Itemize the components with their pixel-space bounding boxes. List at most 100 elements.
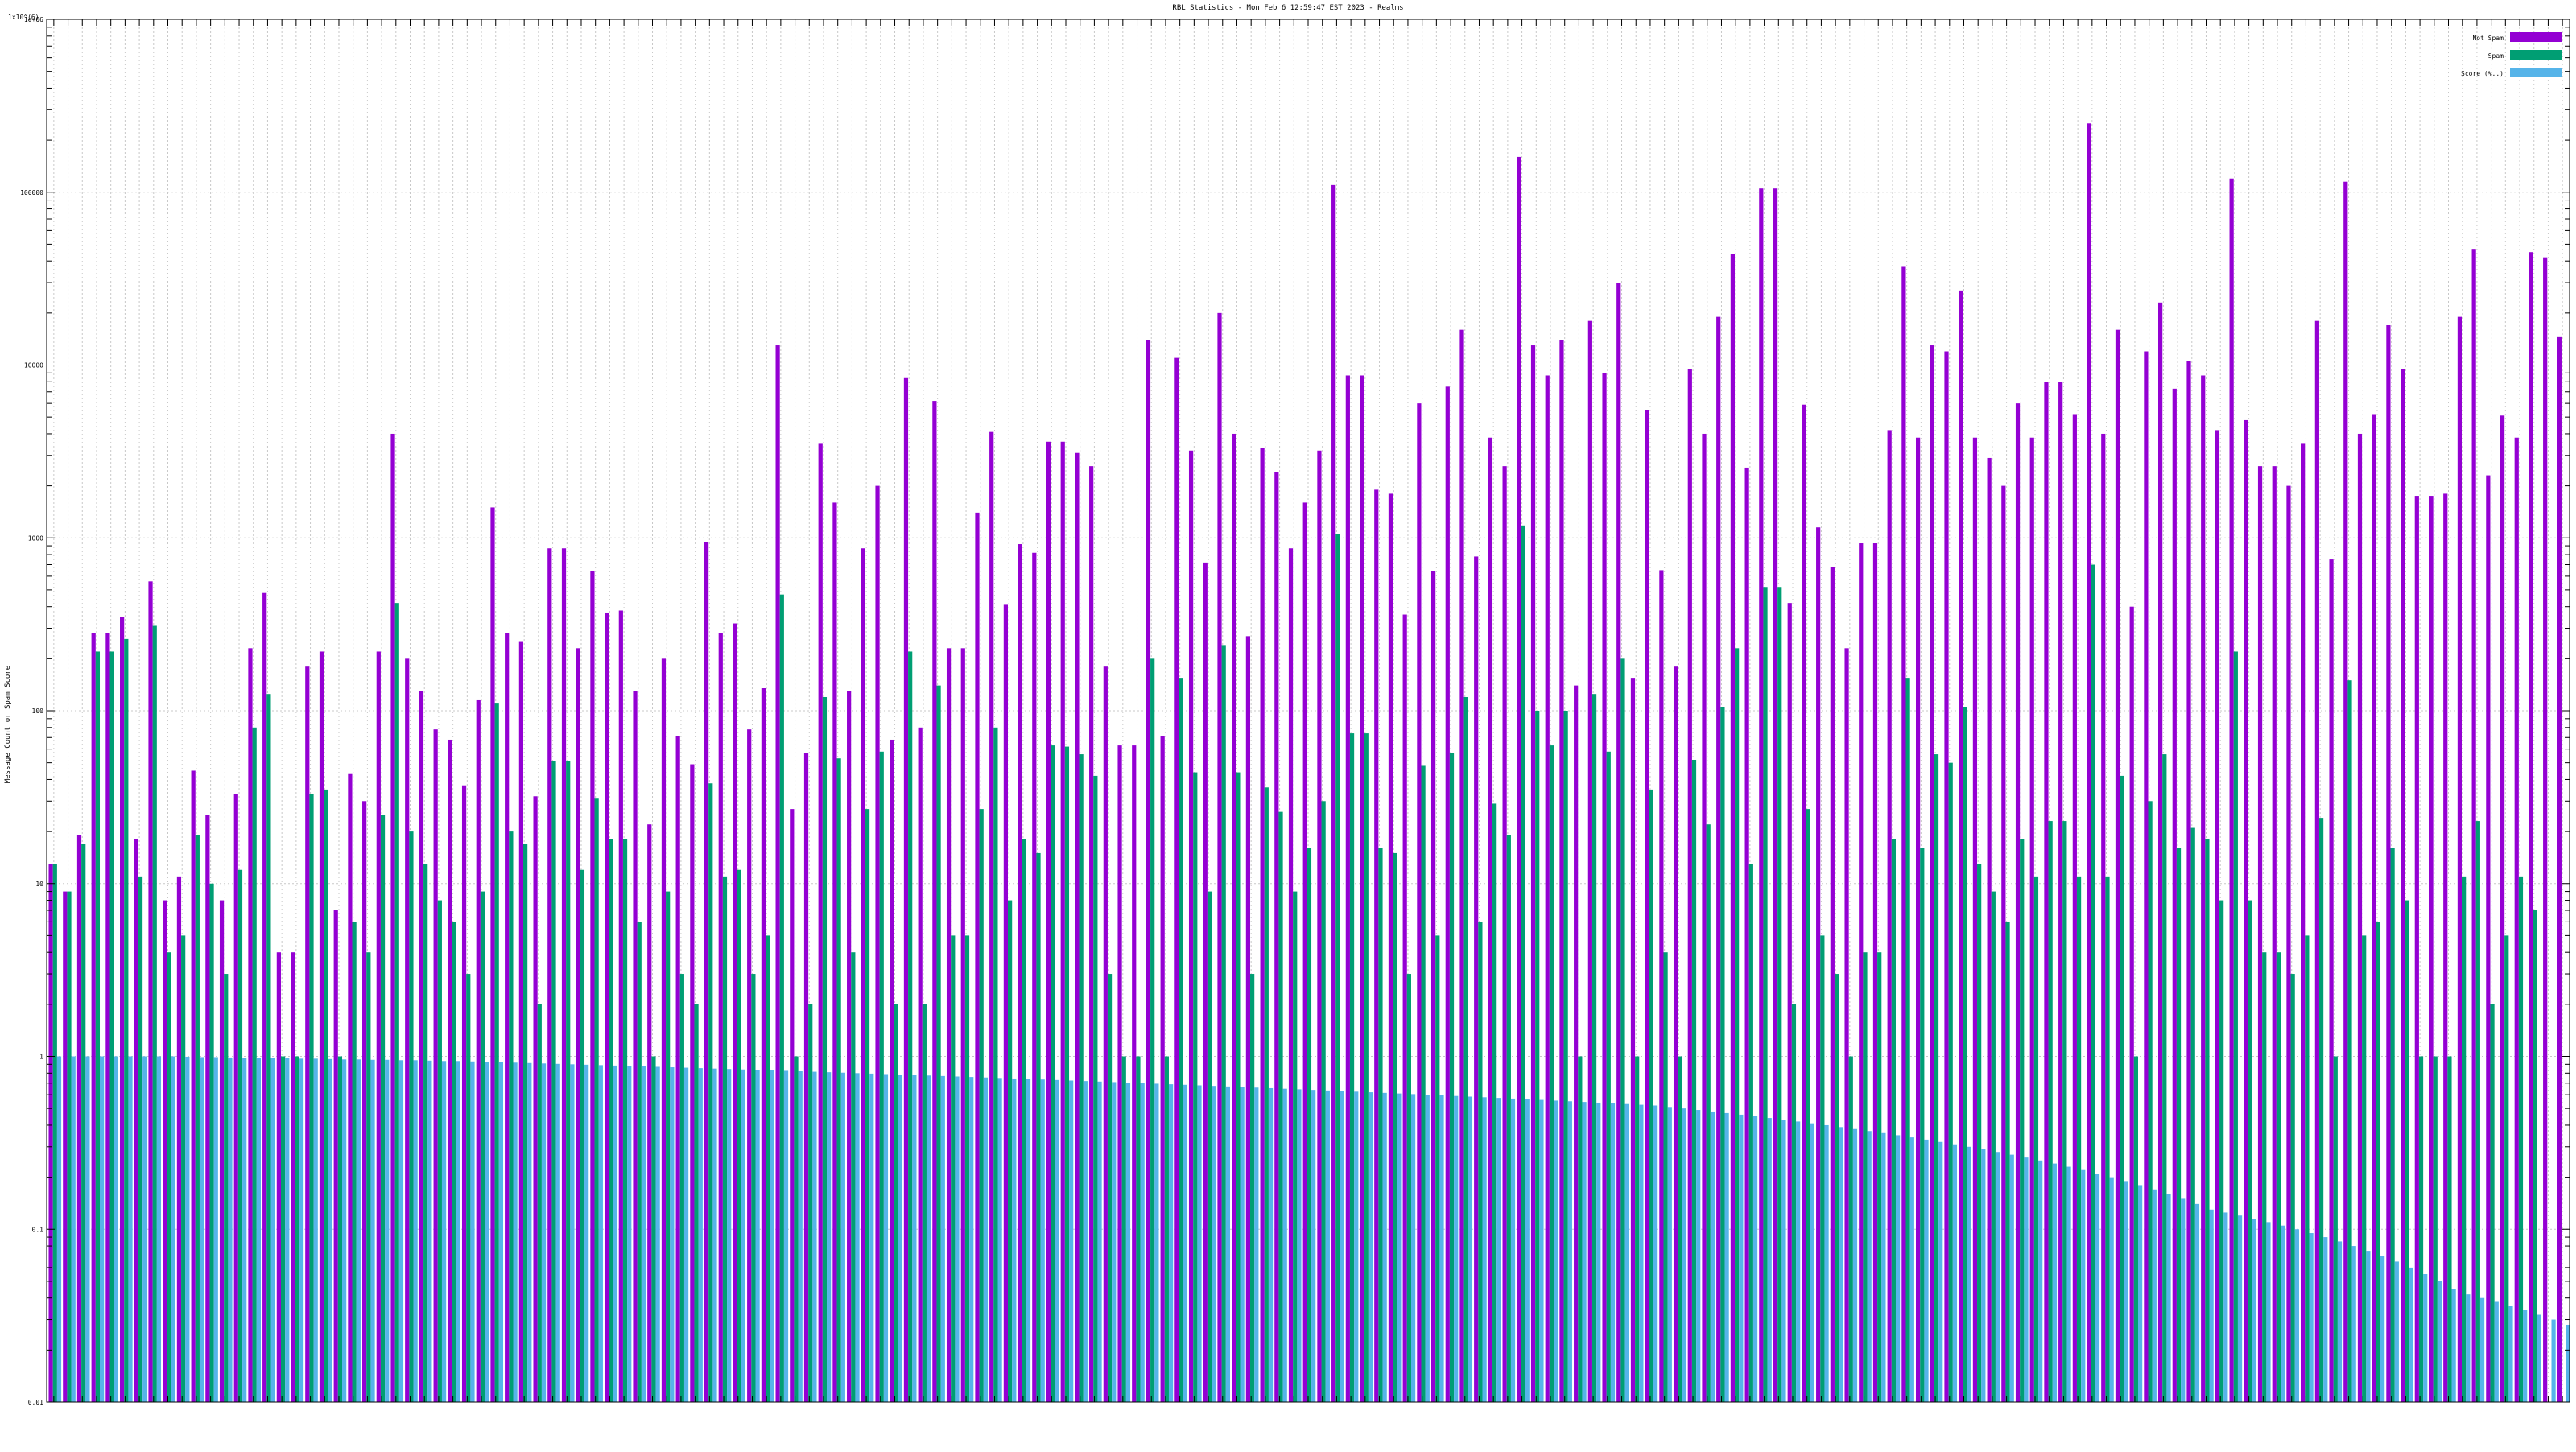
bar-score [1667, 1107, 1672, 1402]
bar-score [2394, 1261, 2399, 1402]
bar-spam [537, 1004, 542, 1402]
bar-spam [851, 952, 856, 1402]
bar-not-spam [2301, 443, 2306, 1402]
bar-spam [1150, 658, 1155, 1402]
bar-not-spam [946, 648, 952, 1402]
bar-score [1012, 1078, 1017, 1402]
bar-not-spam [733, 623, 737, 1402]
bar-spam [2048, 821, 2053, 1402]
bar-spam [494, 703, 499, 1402]
bar-score [783, 1070, 789, 1402]
bar-not-spam [989, 431, 994, 1402]
bar-not-spam [761, 688, 766, 1402]
bar-spam [566, 761, 571, 1402]
bar-not-spam [1816, 527, 1821, 1403]
bar-score [56, 1056, 62, 1402]
bar-score [1767, 1118, 1772, 1402]
bar-not-spam [1245, 636, 1251, 1402]
bar-not-spam [1003, 604, 1009, 1402]
bar-not-spam [875, 485, 880, 1403]
bar-score [1867, 1131, 1872, 1402]
bar-not-spam [1345, 375, 1350, 1402]
bar-not-spam [2072, 414, 2077, 1402]
bar-not-spam [205, 815, 210, 1402]
bar-not-spam [718, 633, 723, 1402]
bar-score [1354, 1091, 1359, 1402]
bar-spam [1008, 900, 1013, 1402]
bar-not-spam [861, 548, 865, 1402]
y-axis-top-label: 1x10^(6) [8, 14, 39, 21]
bar-spam [224, 974, 229, 1402]
bar-not-spam [1744, 467, 1749, 1402]
bar-score [228, 1057, 233, 1402]
bar-not-spam [448, 739, 452, 1402]
bar-spam [1820, 935, 1825, 1402]
bar-not-spam [2001, 485, 2006, 1403]
bar-score [2423, 1274, 2428, 1402]
bar-spam [522, 844, 528, 1402]
bar-score [1026, 1079, 1031, 1402]
bar-spam [1051, 745, 1055, 1402]
bar-spam [1834, 974, 1839, 1402]
bar-score [912, 1075, 917, 1402]
bar-spam [2205, 839, 2210, 1402]
bar-score [1382, 1092, 1387, 1402]
bar-score [883, 1074, 889, 1402]
bar-not-spam [561, 548, 567, 1402]
bar-spam [2091, 564, 2095, 1403]
bar-not-spam [2215, 430, 2220, 1402]
bar-spam [1920, 848, 1925, 1402]
bar-not-spam [2201, 375, 2206, 1402]
bar-spam [1720, 707, 1725, 1402]
bar-score [2109, 1177, 2114, 1402]
bar-score [2194, 1203, 2200, 1402]
bar-spam [822, 696, 828, 1402]
bar-spam [1164, 1056, 1169, 1402]
bar-not-spam [818, 443, 823, 1402]
bar-not-spam [2414, 496, 2419, 1402]
bar-score [670, 1067, 675, 1402]
bar-not-spam [2529, 252, 2533, 1402]
bar-not-spam [775, 345, 780, 1403]
bar-score [1482, 1097, 1487, 1402]
bar-not-spam [890, 739, 894, 1402]
bar-spam [1506, 835, 1511, 1402]
bar-score [2024, 1157, 2029, 1402]
bar-score [1525, 1099, 1530, 1402]
y-tick-label: 1000 [28, 534, 43, 542]
bar-spam [1492, 803, 1497, 1402]
bar-score [328, 1058, 332, 1402]
bar-not-spam [405, 658, 410, 1402]
bar-not-spam [790, 809, 795, 1402]
bar-score [1454, 1095, 1459, 1402]
bar-score [370, 1059, 375, 1402]
bar-not-spam [1630, 678, 1636, 1402]
bar-spam [1378, 848, 1383, 1402]
bar-spam [708, 783, 713, 1402]
bar-score [2009, 1154, 2014, 1402]
bar-not-spam [647, 824, 652, 1402]
y-tick-label: 100 [32, 707, 44, 715]
bar-score [285, 1058, 290, 1402]
bar-not-spam [2471, 249, 2476, 1402]
bar-spam [1763, 587, 1768, 1402]
bar-not-spam [1844, 648, 1849, 1402]
bar-not-spam [1288, 548, 1294, 1402]
bar-score [940, 1075, 945, 1402]
bar-not-spam [1388, 493, 1393, 1403]
bar-score [142, 1056, 147, 1402]
bar-spam [1848, 1056, 1853, 1402]
bar-not-spam [1517, 156, 1521, 1402]
bar-spam [1578, 1056, 1583, 1402]
bar-spam [95, 651, 101, 1402]
bar-score [299, 1058, 304, 1402]
bar-score [485, 1062, 489, 1402]
bar-not-spam [2443, 493, 2448, 1403]
bar-not-spam [2172, 388, 2177, 1402]
bar-not-spam [1488, 437, 1493, 1402]
bar-score [385, 1059, 390, 1402]
bar-spam [1393, 852, 1397, 1402]
bar-spam [394, 603, 399, 1402]
legend-swatch [2510, 68, 2562, 77]
